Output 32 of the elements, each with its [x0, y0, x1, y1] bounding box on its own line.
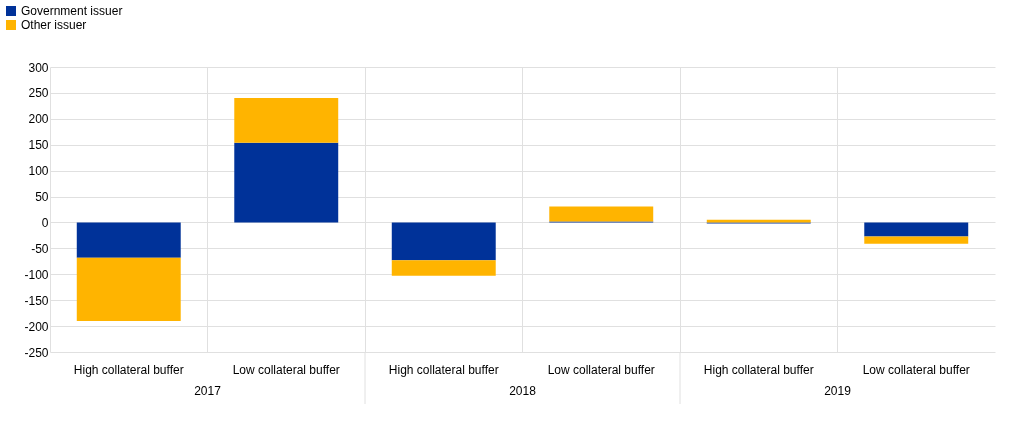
y-tick-label: 250: [28, 86, 49, 101]
legend-label: Government issuer: [21, 4, 123, 18]
y-tick-label: -150: [24, 293, 49, 308]
bar: [391, 222, 496, 261]
y-tick-label: -250: [24, 345, 49, 360]
legend-label: Other issuer: [21, 18, 87, 32]
y-tick-label: 200: [28, 112, 49, 127]
x-tick-label: High collateral buffer: [703, 362, 814, 377]
y-tick-label: 0: [41, 215, 49, 230]
bar: [234, 142, 339, 223]
bar: [76, 257, 181, 321]
bar: [391, 260, 496, 276]
y-tick-label: -50: [31, 241, 49, 256]
x-tick-label: Low collateral buffer: [862, 362, 970, 377]
bar: [549, 206, 654, 222]
bar: [76, 222, 181, 258]
y-tick-label: -100: [24, 267, 49, 282]
x-tick-label: High collateral buffer: [73, 362, 184, 377]
y-tick-label: -200: [24, 319, 49, 334]
text: 2018: [509, 384, 537, 398]
y-tick-label: 100: [28, 164, 49, 179]
y-tick-label: 300: [28, 60, 49, 75]
bar: [864, 222, 969, 237]
bar: [234, 98, 339, 143]
x-tick-label: Low collateral buffer: [547, 362, 655, 377]
y-tick-label: 150: [28, 138, 49, 153]
x-tick-label: High collateral buffer: [388, 362, 499, 377]
y-tick-label: 50: [35, 190, 49, 205]
text: 2019: [824, 384, 852, 398]
x-tick-label: Low collateral buffer: [232, 362, 340, 377]
bar: [864, 236, 969, 244]
text: 2017: [194, 384, 222, 398]
